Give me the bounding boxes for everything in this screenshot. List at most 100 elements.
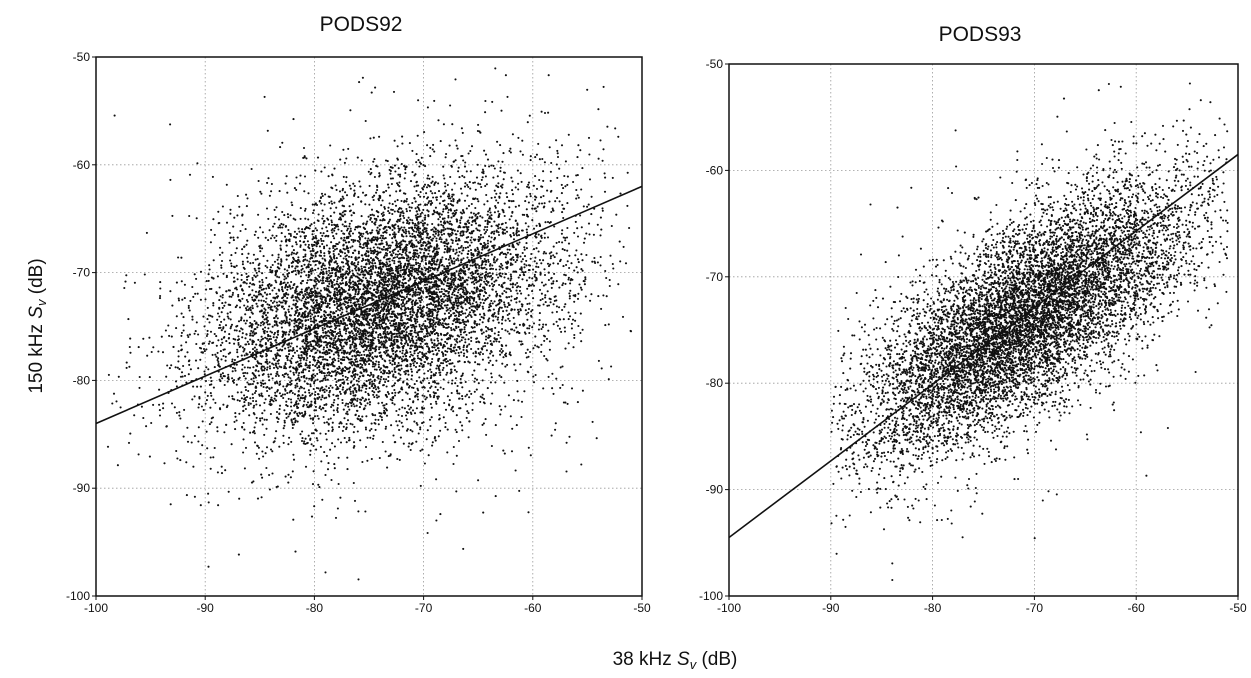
data-point bbox=[177, 355, 180, 358]
data-point bbox=[437, 365, 440, 369]
data-point bbox=[552, 254, 555, 257]
data-point bbox=[584, 278, 587, 281]
data-point bbox=[405, 207, 408, 211]
data-point bbox=[466, 252, 469, 256]
data-point bbox=[333, 287, 336, 291]
data-point bbox=[294, 550, 297, 553]
data-point bbox=[303, 155, 306, 158]
data-point bbox=[506, 196, 509, 199]
data-point bbox=[383, 406, 386, 410]
data-point bbox=[488, 294, 491, 297]
data-point bbox=[409, 235, 412, 238]
data-point bbox=[269, 268, 272, 271]
data-point bbox=[305, 157, 308, 160]
data-point bbox=[312, 369, 315, 372]
data-point bbox=[417, 241, 420, 244]
data-point bbox=[495, 279, 498, 282]
data-point bbox=[464, 303, 467, 306]
data-point bbox=[106, 445, 110, 448]
data-point bbox=[240, 391, 243, 394]
data-point bbox=[323, 391, 326, 394]
data-point bbox=[444, 299, 447, 302]
data-point bbox=[260, 496, 263, 499]
data-point bbox=[269, 412, 272, 416]
data-point bbox=[297, 354, 300, 357]
data-point bbox=[373, 395, 376, 399]
data-point bbox=[506, 95, 509, 98]
data-point bbox=[487, 309, 490, 312]
data-point bbox=[564, 160, 567, 163]
data-point bbox=[339, 343, 342, 346]
data-point bbox=[399, 175, 402, 178]
data-point bbox=[473, 369, 476, 372]
data-point bbox=[495, 192, 498, 195]
data-point bbox=[407, 216, 410, 219]
data-point bbox=[463, 352, 466, 355]
data-point bbox=[322, 267, 325, 270]
data-point bbox=[284, 367, 288, 370]
data-point bbox=[490, 282, 494, 285]
data-point bbox=[330, 221, 333, 224]
data-point bbox=[314, 227, 317, 230]
data-point bbox=[426, 306, 429, 309]
data-point bbox=[429, 190, 432, 193]
data-point bbox=[152, 346, 155, 349]
data-point bbox=[527, 294, 530, 297]
data-point bbox=[238, 330, 241, 333]
data-point bbox=[388, 246, 392, 249]
data-point bbox=[440, 223, 443, 226]
data-point bbox=[429, 424, 432, 428]
data-point bbox=[187, 306, 190, 309]
data-point bbox=[451, 123, 454, 126]
data-point bbox=[234, 415, 237, 418]
data-point bbox=[435, 367, 438, 370]
data-point bbox=[321, 217, 324, 220]
data-point bbox=[597, 108, 600, 111]
data-point bbox=[231, 360, 234, 363]
data-point bbox=[334, 359, 337, 362]
data-point bbox=[253, 346, 256, 349]
data-point bbox=[577, 292, 580, 295]
data-point bbox=[520, 340, 523, 343]
data-point bbox=[375, 281, 378, 284]
data-point bbox=[229, 208, 232, 211]
data-point bbox=[193, 332, 196, 335]
data-point bbox=[470, 274, 473, 277]
data-point bbox=[303, 440, 306, 443]
data-point bbox=[307, 389, 310, 392]
data-point bbox=[568, 254, 571, 257]
data-point bbox=[460, 424, 464, 427]
data-point bbox=[440, 362, 443, 365]
data-point bbox=[227, 373, 230, 376]
data-point bbox=[446, 395, 449, 398]
data-point bbox=[241, 248, 244, 251]
data-point bbox=[408, 226, 411, 230]
data-point bbox=[312, 444, 315, 447]
data-point bbox=[265, 276, 268, 279]
data-point bbox=[413, 197, 416, 200]
data-point bbox=[299, 347, 302, 350]
data-point bbox=[169, 123, 172, 126]
data-point bbox=[460, 155, 463, 158]
data-point bbox=[274, 437, 277, 440]
data-point bbox=[370, 427, 373, 431]
data-point bbox=[510, 450, 514, 453]
data-point bbox=[399, 269, 402, 272]
data-point bbox=[466, 220, 469, 223]
data-point bbox=[259, 250, 262, 253]
data-point bbox=[404, 314, 407, 317]
data-point bbox=[304, 368, 307, 371]
data-point bbox=[416, 134, 419, 137]
data-point bbox=[400, 291, 403, 294]
data-point bbox=[300, 271, 303, 274]
data-point bbox=[293, 351, 296, 354]
data-point bbox=[295, 371, 298, 374]
data-point bbox=[399, 262, 402, 265]
data-point bbox=[535, 187, 539, 190]
data-point bbox=[481, 176, 484, 179]
data-point bbox=[339, 313, 343, 316]
data-point bbox=[169, 178, 172, 181]
data-point bbox=[261, 355, 264, 358]
data-point bbox=[551, 372, 554, 375]
data-point bbox=[459, 329, 462, 332]
